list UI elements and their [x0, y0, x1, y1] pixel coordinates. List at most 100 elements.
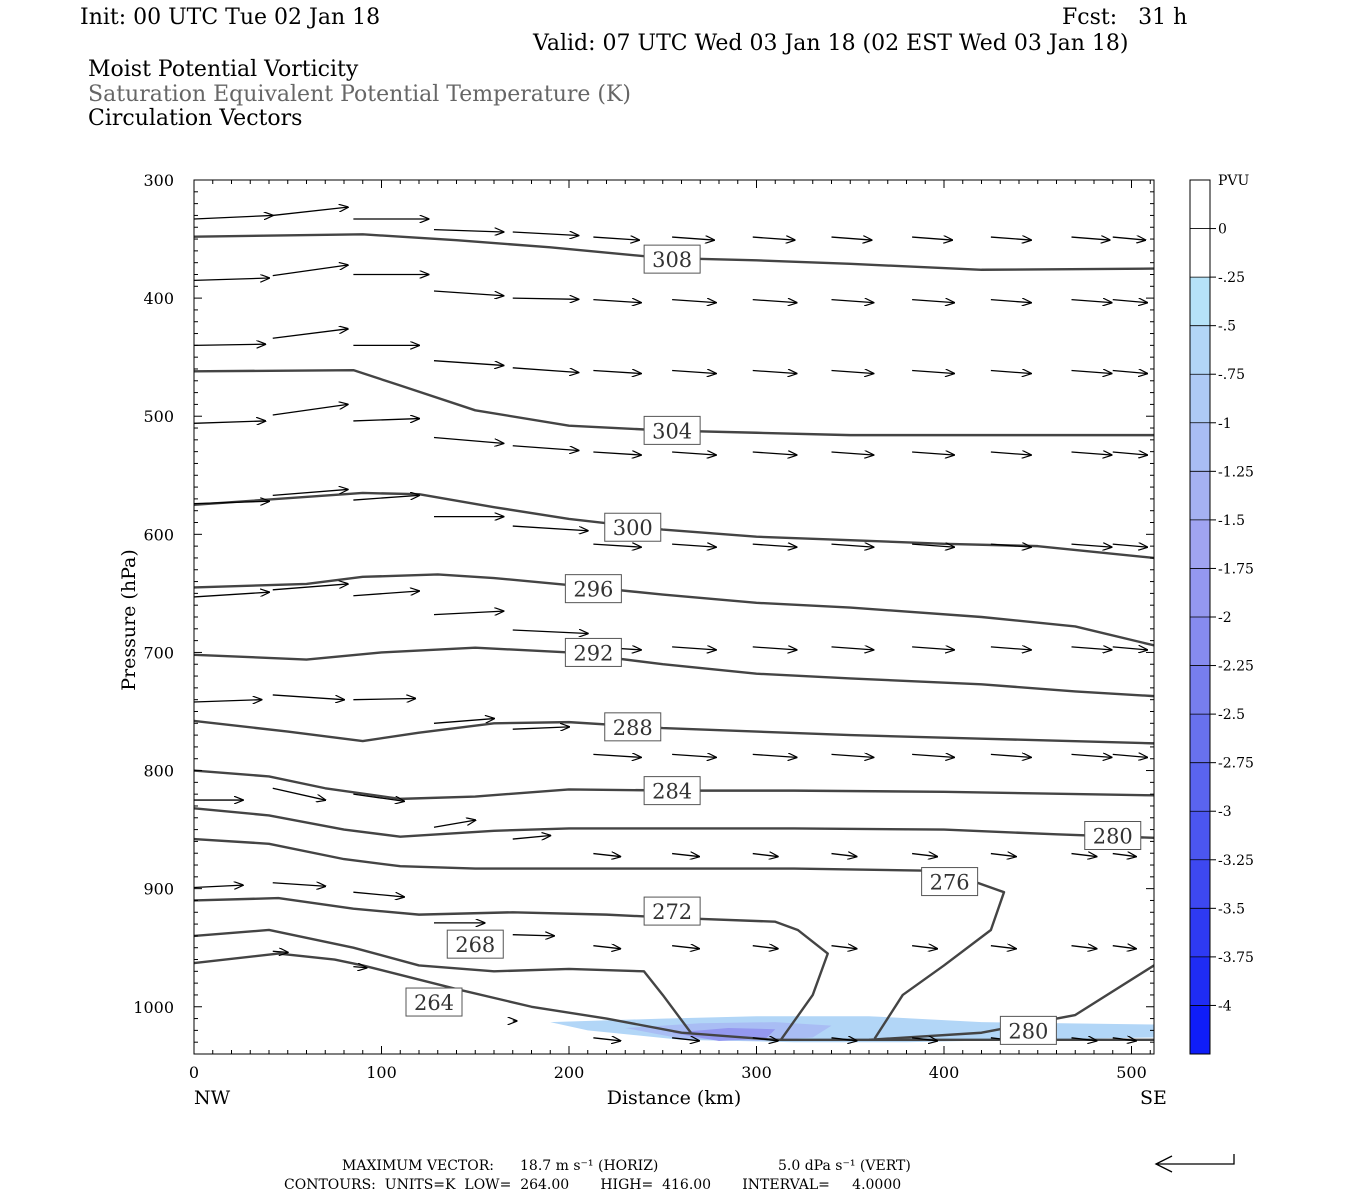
colorbar-tick-label: -1.5 — [1218, 513, 1245, 529]
colorbar-tick-label: -2 — [1218, 610, 1232, 626]
y-tick-label: 600 — [143, 525, 174, 544]
colorbar-swatch — [1190, 568, 1210, 617]
circulation-vector — [752, 544, 797, 547]
circulation-vector — [672, 237, 714, 240]
isentrope-292-line — [194, 646, 1154, 698]
colorbar-swatch — [1190, 908, 1210, 957]
circulation-vector — [353, 495, 419, 501]
circulation-vector — [593, 946, 620, 949]
colorbar-tick-label: -4 — [1218, 998, 1232, 1014]
circulation-vector — [194, 592, 269, 598]
circulation-vector — [672, 647, 716, 650]
max-vector-horiz: 18.7 m s⁻¹ (HORIZ) — [520, 1158, 659, 1174]
colorbar-tick-label: -3.25 — [1218, 853, 1254, 869]
svg-text:264: 264 — [414, 991, 454, 1015]
circulation-vector — [672, 754, 716, 757]
circulation-vector — [912, 300, 954, 303]
max-vector-label: MAXIMUM VECTOR: — [342, 1158, 494, 1174]
colorbar-tick-label: -2.25 — [1218, 659, 1254, 675]
circulation-vector — [912, 452, 954, 455]
circulation-vector — [672, 946, 699, 949]
circulation-vector — [272, 207, 348, 217]
svg-text:268: 268 — [455, 933, 495, 957]
circulation-vector — [912, 544, 954, 547]
circulation-vector — [990, 854, 1016, 857]
circulation-vector — [1112, 1038, 1136, 1041]
circulation-vector — [831, 237, 872, 240]
colorbar-swatch — [1190, 1005, 1210, 1054]
circulation-vector — [194, 700, 262, 702]
max-vector-vert: 5.0 dPa s⁻¹ (VERT) — [778, 1158, 911, 1174]
colorbar-swatch — [1190, 180, 1210, 229]
colorbar-swatch — [1190, 665, 1210, 715]
circulation-vector — [1071, 946, 1097, 949]
colorbar-swatch — [1190, 325, 1210, 375]
circulation-vector — [512, 298, 579, 299]
circulation-vector — [272, 584, 348, 591]
colorbar-tick-label: -2.75 — [1218, 756, 1254, 772]
circulation-vector — [752, 946, 778, 949]
isentrope-284-label: 284 — [643, 776, 701, 806]
circulation-vector — [1112, 946, 1136, 949]
circulation-vector — [1112, 544, 1147, 547]
circulation-vector — [272, 265, 348, 277]
circulation-vector — [990, 300, 1031, 303]
circulation-vector — [512, 727, 569, 729]
colorbar-swatch — [1190, 811, 1210, 860]
isentrope-296-label: 296 — [564, 574, 622, 604]
circulation-vector — [672, 854, 699, 857]
circulation-vector — [831, 300, 874, 303]
circulation-vector — [433, 611, 503, 615]
circulation-vector — [752, 371, 797, 374]
circulation-vector — [831, 544, 874, 547]
y-tick-label: 500 — [143, 407, 174, 426]
svg-text:304: 304 — [652, 419, 692, 443]
circulation-vector — [353, 793, 404, 801]
field-title-vectors: Circulation Vectors — [88, 106, 303, 131]
colorbar-swatch — [1190, 374, 1210, 423]
isentrope-272-label: 272 — [643, 896, 701, 926]
circulation-vector — [272, 329, 348, 339]
svg-text:308: 308 — [652, 248, 692, 272]
y-tick-label: 900 — [143, 880, 174, 899]
circulation-vector — [1071, 237, 1110, 240]
circulation-vector — [433, 719, 494, 724]
circulation-vector — [912, 647, 954, 650]
circulation-vector — [831, 647, 874, 650]
colorbar-tick-label: -3.5 — [1218, 901, 1245, 917]
circulation-vector — [272, 883, 326, 887]
circulation-vector — [433, 436, 503, 443]
circulation-vector — [512, 232, 579, 236]
colorbar-swatch — [1190, 714, 1210, 763]
circulation-vector — [593, 544, 641, 547]
colorbar-swatch — [1190, 859, 1210, 909]
circulation-vector — [353, 698, 415, 699]
circulation-vector — [1112, 371, 1147, 374]
circulation-vector — [353, 967, 366, 968]
circulation-vector — [593, 371, 641, 374]
colorbar-swatch — [1190, 617, 1210, 666]
circulation-vector — [752, 854, 778, 857]
circulation-vector — [1071, 1038, 1097, 1041]
circulation-vector — [433, 360, 503, 366]
colorbar-tick-label: -1 — [1218, 416, 1232, 432]
colorbar-tick-label: 0 — [1218, 222, 1227, 238]
isentrope-280-line — [194, 807, 1154, 840]
colorbar-swatch — [1190, 762, 1210, 812]
colorbar-tick-label: -.75 — [1218, 367, 1245, 383]
circulation-vector — [831, 1038, 857, 1041]
colorbar-tick-label: -3 — [1218, 804, 1232, 820]
circulation-vector — [672, 371, 716, 374]
circulation-vector — [593, 300, 641, 303]
isentrope-300-label: 300 — [604, 512, 662, 542]
svg-text:284: 284 — [652, 780, 692, 804]
colorbar-tick-label: -.25 — [1218, 270, 1245, 286]
isentrope-276-line — [194, 837, 1006, 1040]
circulation-vector — [990, 754, 1031, 757]
x-tick-label: 500 — [1116, 1063, 1147, 1082]
isentrope-280-label: 280 — [999, 1015, 1057, 1045]
x-tick-label: 300 — [741, 1063, 772, 1082]
circulation-vector — [672, 452, 716, 455]
circulation-vector — [353, 591, 419, 597]
